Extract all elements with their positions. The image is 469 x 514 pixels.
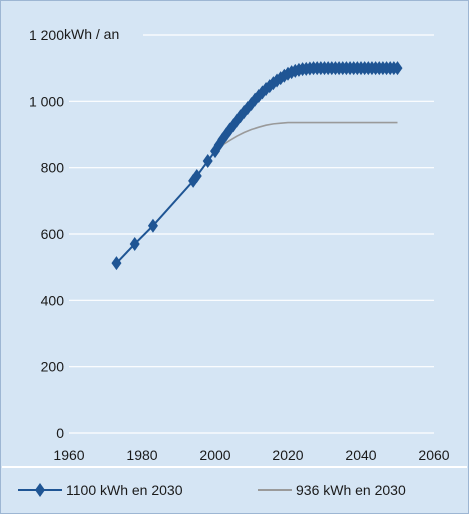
y-tick-label: 400 [41,292,65,308]
y-axis-unit-label: kWh / an [64,26,119,42]
x-axis-ticks: 1960 1980 2000 2020 2040 2060 [53,447,449,463]
y-axis-ticks: 0 200 400 600 800 1 000 1 200 [29,27,64,441]
legend-label-series-1: 1100 kWh en 2030 [66,482,183,498]
line-chart: 0 200 400 600 800 1 000 1 200 1960 1980 2000 2020… [29,26,450,463]
gridlines [69,34,434,434]
series-2 [214,121,398,152]
y-tick-label: 800 [41,160,65,176]
legend-line-icon [258,489,292,491]
data-point [111,256,122,271]
legend-item-series-1: 1100 kWh en 2030 [18,480,183,500]
legend-item-series-2: 936 kWh en 2030 [258,480,406,500]
x-tick-label: 2020 [272,447,303,463]
series-layer [111,61,403,271]
data-point [202,154,213,169]
y-tick-label: 1 200 [29,27,64,43]
y-tick-label: 0 [56,425,64,441]
data-point [147,218,158,233]
legend: 1100 kWh en 2030 936 kWh en 2030 [2,466,467,513]
series-1 [111,61,403,271]
y-tick-label: 600 [41,226,65,242]
x-tick-label: 1980 [126,447,157,463]
legend-line-diamond-icon [18,483,62,497]
x-tick-label: 2060 [418,447,449,463]
y-tick-label: 200 [41,359,65,375]
x-tick-label: 2040 [345,447,376,463]
legend-label-series-2: 936 kWh en 2030 [296,482,406,498]
series-line [214,121,398,152]
data-point [129,236,140,251]
x-tick-label: 1960 [53,447,84,463]
x-tick-label: 2000 [199,447,230,463]
data-point [191,168,202,183]
y-tick-label: 1 000 [29,93,64,109]
